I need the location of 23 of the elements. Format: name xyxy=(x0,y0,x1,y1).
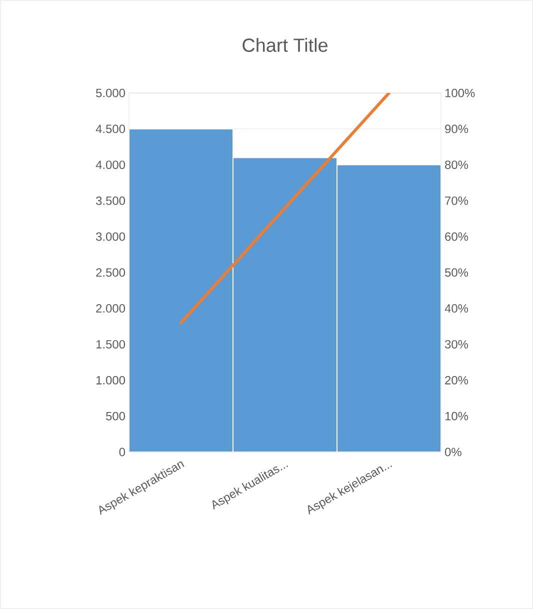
y-tick-label: 4.500 xyxy=(96,124,126,134)
y-tick-label: 2.500 xyxy=(96,268,126,277)
y-tick-label: 4.000 xyxy=(96,160,126,170)
y2-tick-label: 40% xyxy=(444,304,468,313)
y2-tick-label: 10% xyxy=(445,412,468,420)
y2-tick-label: 90% xyxy=(445,124,468,134)
y-tick-label: 0 xyxy=(119,448,126,456)
y2-tick-label: 0% xyxy=(444,448,462,456)
y-tick-label: 3.000 xyxy=(96,232,126,241)
y-tick-label: 2.000 xyxy=(96,304,126,313)
y2-tick-label: 30% xyxy=(444,340,468,349)
y-tick-label: 500 xyxy=(106,412,126,420)
y2-tick-label: 60% xyxy=(445,232,468,241)
y-tick-label: 1.500 xyxy=(96,340,126,349)
y2-tick-label: 50% xyxy=(445,268,468,277)
y-tick-label: 1.000 xyxy=(96,376,126,384)
y2-tick-label: 80% xyxy=(445,160,468,170)
chart-title: Chart Title xyxy=(242,38,328,52)
y-tick-label: 5.000 xyxy=(96,88,126,98)
y2-tick-label: 100% xyxy=(445,88,475,98)
y-tick-label: 3.500 xyxy=(96,196,126,205)
y2-tick-label: 20% xyxy=(445,376,468,384)
y2-tick-label: 70% xyxy=(445,196,468,205)
